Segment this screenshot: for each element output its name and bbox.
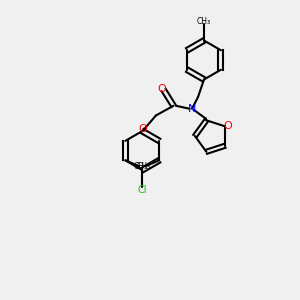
Text: Cl: Cl — [137, 185, 147, 195]
Text: CH₃: CH₃ — [197, 17, 211, 26]
Text: CH₃: CH₃ — [134, 162, 148, 171]
Text: O: O — [138, 124, 147, 134]
Text: N: N — [188, 104, 196, 114]
Text: O: O — [158, 84, 167, 94]
Text: O: O — [224, 121, 232, 131]
Text: CH₃: CH₃ — [136, 162, 151, 171]
